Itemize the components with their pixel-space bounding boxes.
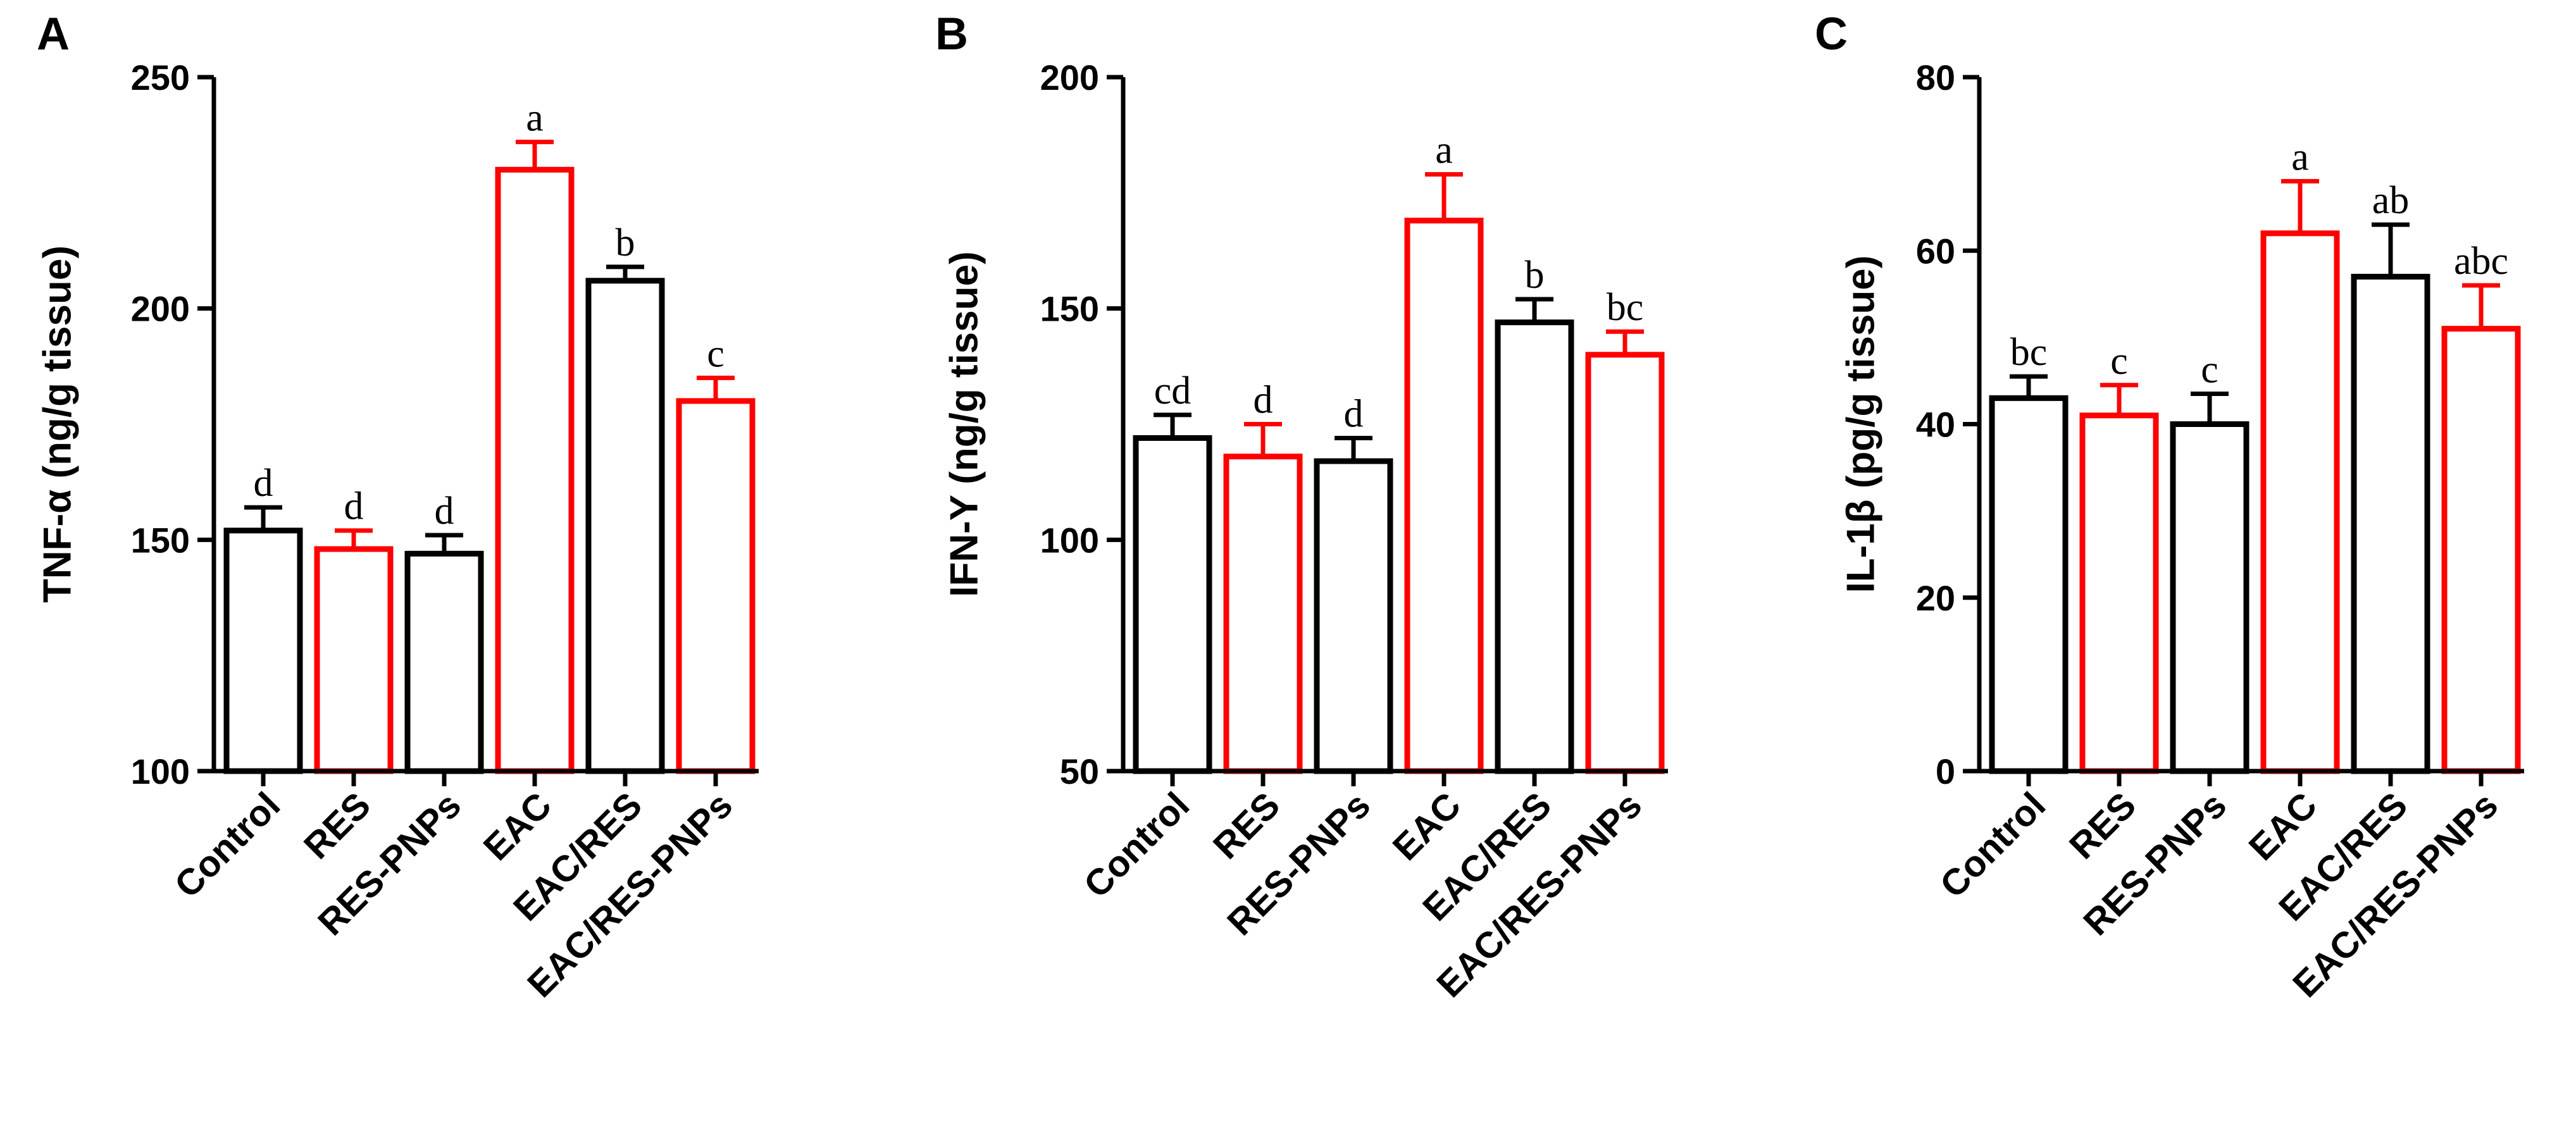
significance-label: c: [707, 332, 725, 375]
significance-label: c: [2110, 340, 2128, 383]
bar-eac: [2260, 230, 2340, 774]
panel-c: CIL-1β (pg/g tissue) bcControlcREScRES-PN…: [1815, 9, 2524, 1005]
significance-label: a: [1435, 129, 1453, 172]
significance-label: d: [435, 490, 454, 533]
panel-letter: C: [1815, 9, 1848, 59]
significance-label: b: [1525, 254, 1545, 297]
bar-control: [223, 528, 303, 774]
panel-letter: A: [37, 9, 70, 59]
y-axis-label: IFN-Y (ng/g tissue): [942, 251, 986, 597]
y-tick-label: 150: [131, 520, 190, 560]
bar-eac-res: [2351, 273, 2430, 774]
y-tick-label: 80: [1916, 58, 1955, 97]
significance-label: a: [526, 96, 544, 139]
category-label: RES: [296, 784, 378, 867]
bar-eac-res-pnps: [1585, 352, 1665, 774]
category-label: Control: [166, 784, 288, 906]
y-tick-label: 40: [1916, 405, 1955, 445]
significance-label: bc: [1607, 286, 1644, 329]
y-tick-label: 0: [1936, 751, 1955, 791]
y-tick-label: 100: [1040, 520, 1099, 560]
significance-label: d: [1254, 379, 1273, 422]
category-label: Control: [1932, 784, 2053, 906]
bar-res: [314, 546, 394, 774]
bar-eac-res: [1495, 319, 1574, 774]
significance-label: b: [616, 221, 635, 264]
category-label: EAC: [1385, 784, 1469, 869]
significance-label: ab: [2372, 179, 2410, 222]
significance-label: d: [1344, 392, 1364, 435]
bar-eac-res: [585, 278, 665, 774]
bar-res: [2079, 412, 2159, 774]
bar-res-pnps: [404, 550, 484, 774]
y-tick-label: 50: [1060, 751, 1099, 791]
significance-label: abc: [2454, 240, 2508, 283]
y-tick-label: 200: [1040, 58, 1099, 97]
panel-letter: B: [935, 9, 968, 59]
bar-res-pnps: [1314, 458, 1393, 774]
significance-label: d: [344, 485, 364, 528]
category-label: EAC: [2241, 784, 2325, 869]
bar-res: [1223, 454, 1303, 774]
bar-control: [1989, 395, 2069, 774]
category-label: RES: [2062, 784, 2144, 867]
bar-control: [1133, 435, 1212, 774]
y-tick-label: 100: [131, 751, 190, 791]
bar-eac: [495, 166, 575, 774]
y-tick-label: 60: [1916, 231, 1955, 271]
category-label: RES: [1205, 784, 1288, 867]
y-tick-label: 250: [131, 58, 190, 97]
y-axis-label: TNF-α (ng/g tissue): [35, 245, 79, 603]
significance-label: cd: [1154, 369, 1192, 412]
y-tick-label: 20: [1916, 578, 1955, 618]
significance-label: a: [2291, 136, 2309, 179]
bar-res-pnps: [2170, 421, 2249, 774]
bar-eac-res-pnps: [676, 398, 756, 774]
significance-label: bc: [2010, 331, 2048, 374]
y-tick-label: 200: [131, 289, 190, 329]
significance-label: d: [254, 462, 273, 505]
bar-eac: [1404, 218, 1484, 774]
category-label: EAC: [476, 784, 560, 869]
bar-eac-res-pnps: [2441, 326, 2521, 774]
significance-label: c: [2201, 349, 2218, 392]
category-label: Control: [1076, 784, 1197, 906]
y-tick-label: 150: [1040, 289, 1099, 329]
y-axis-label: IL-1β (pg/g tissue): [1839, 256, 1882, 593]
